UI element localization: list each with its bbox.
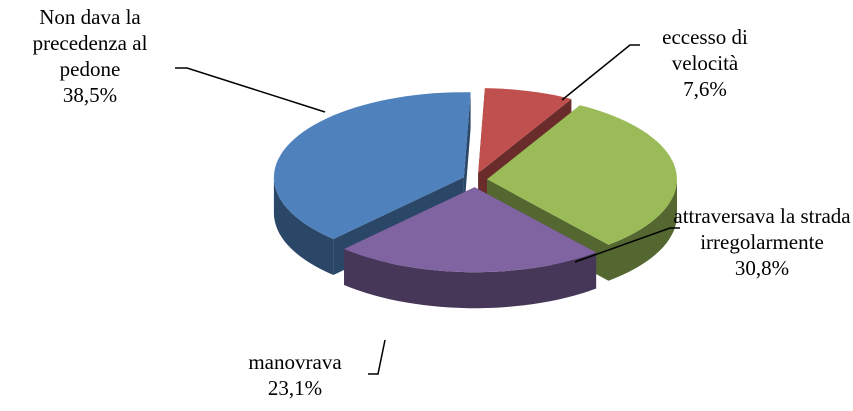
category-label: Non dava la precedenza al pedone [32, 5, 148, 81]
leader-line [175, 67, 326, 113]
value-label: 7,6% [683, 77, 727, 101]
slice-wall [344, 249, 597, 309]
slice [478, 88, 572, 174]
leader-line [368, 339, 386, 375]
slice-side [463, 92, 471, 214]
slice [274, 92, 471, 239]
slice [344, 187, 597, 273]
category-label: eccesso di velocità [662, 25, 748, 75]
category-label: manovrava [248, 350, 342, 374]
slice-wall [273, 177, 334, 275]
leader-line [561, 44, 640, 101]
value-label: 30,8% [734, 256, 790, 280]
slice [344, 187, 597, 309]
slice-wall [608, 179, 677, 281]
value-label: 23,1% [267, 376, 323, 400]
category-label: attraversava la strada irregolarmente [673, 204, 851, 254]
leader-line [574, 227, 680, 263]
slice [487, 105, 677, 245]
value-label: 38,5% [62, 83, 118, 107]
